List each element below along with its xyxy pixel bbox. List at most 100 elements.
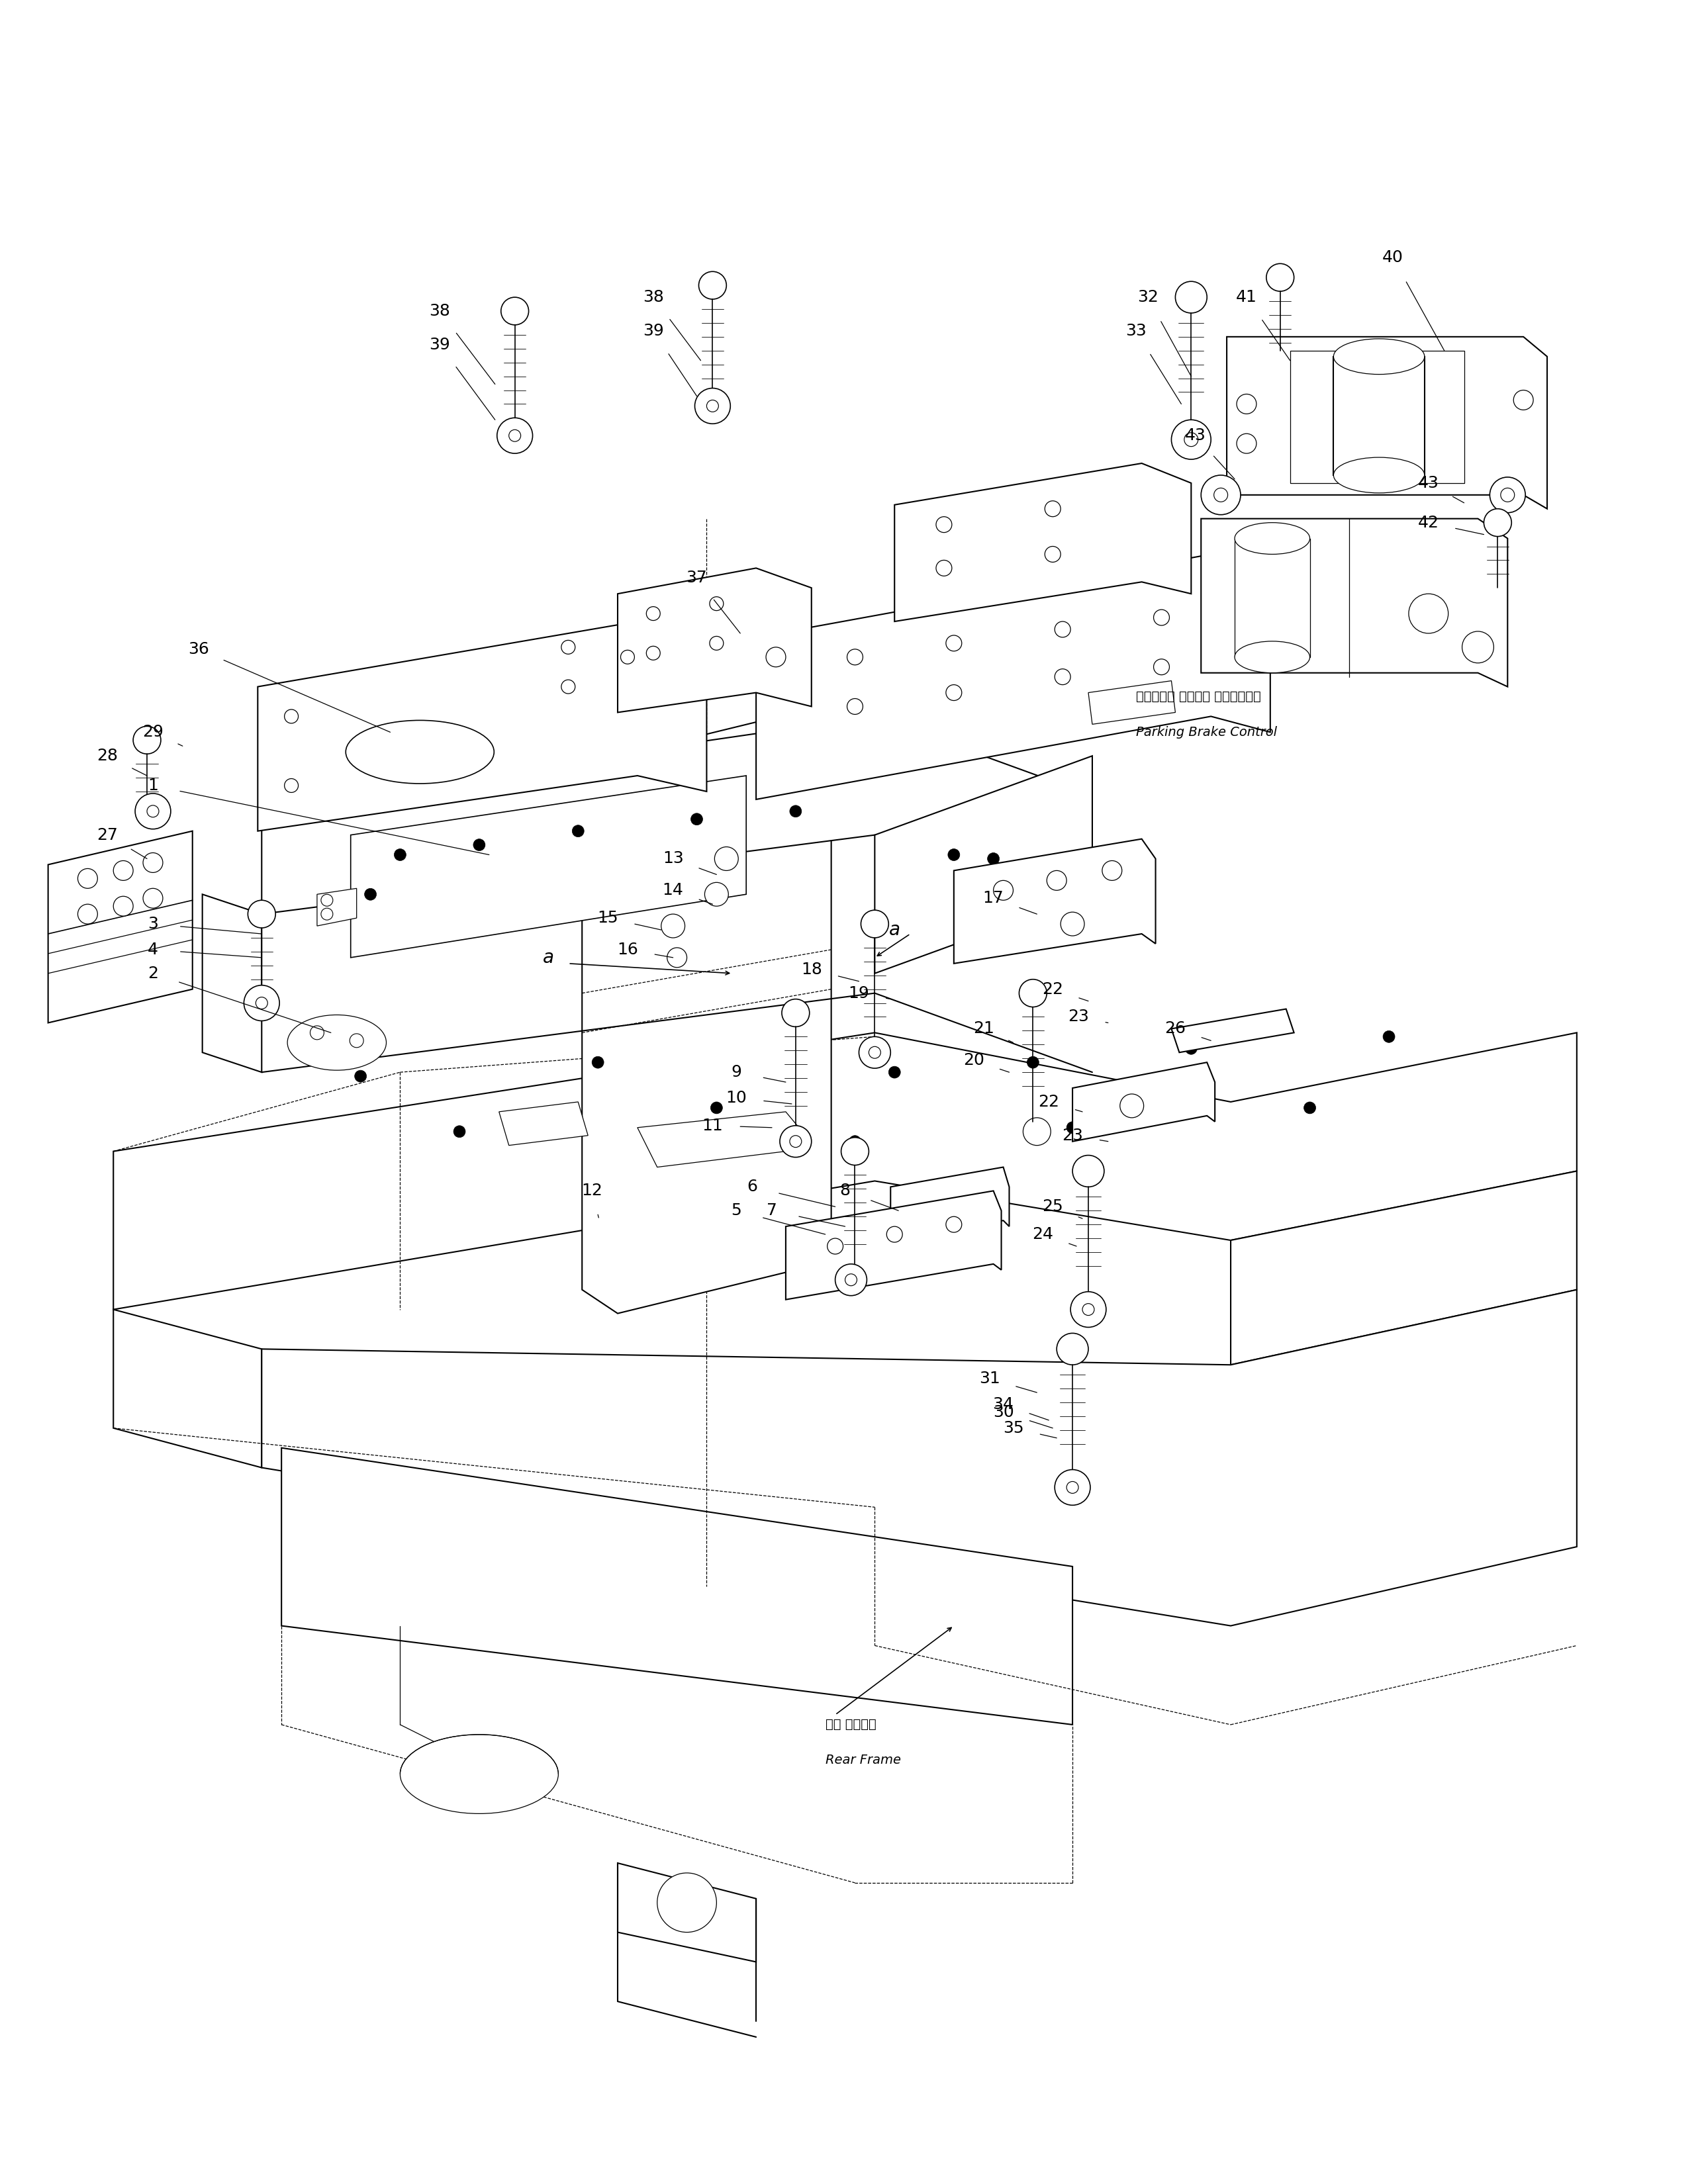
Circle shape <box>946 686 961 701</box>
Circle shape <box>789 806 801 817</box>
Polygon shape <box>617 568 811 712</box>
Text: 26: 26 <box>1166 1020 1186 1037</box>
Circle shape <box>573 826 584 836</box>
Ellipse shape <box>1334 456 1425 494</box>
Circle shape <box>1266 264 1293 290</box>
Text: 28: 28 <box>97 747 118 764</box>
Polygon shape <box>499 1103 588 1144</box>
Circle shape <box>310 1026 324 1040</box>
Circle shape <box>1055 1470 1091 1505</box>
Text: 35: 35 <box>1002 1420 1024 1437</box>
Circle shape <box>1045 546 1060 561</box>
Text: 11: 11 <box>702 1118 722 1133</box>
Circle shape <box>474 839 486 852</box>
Circle shape <box>1082 1304 1094 1315</box>
Circle shape <box>1154 660 1169 675</box>
Circle shape <box>946 1216 961 1232</box>
Text: 6: 6 <box>746 1179 757 1195</box>
Text: 32: 32 <box>1137 288 1159 306</box>
Circle shape <box>709 636 724 651</box>
Text: Parking Brake Control: Parking Brake Control <box>1137 725 1276 738</box>
Polygon shape <box>257 622 707 832</box>
Circle shape <box>1022 1118 1051 1144</box>
Circle shape <box>1056 1332 1089 1365</box>
Circle shape <box>320 893 332 906</box>
Polygon shape <box>895 463 1191 622</box>
Circle shape <box>1176 282 1206 312</box>
Polygon shape <box>262 1291 1576 1625</box>
Text: 14: 14 <box>663 882 683 898</box>
Polygon shape <box>757 555 1269 799</box>
Text: 39: 39 <box>429 336 450 352</box>
Text: 40: 40 <box>1382 249 1404 266</box>
Circle shape <box>690 812 702 826</box>
Circle shape <box>780 1125 811 1158</box>
Circle shape <box>1055 668 1070 686</box>
Circle shape <box>847 699 862 714</box>
Circle shape <box>1513 391 1534 411</box>
Ellipse shape <box>400 1734 559 1813</box>
Circle shape <box>1055 622 1070 638</box>
Circle shape <box>1501 487 1515 502</box>
Circle shape <box>561 679 576 695</box>
Circle shape <box>591 1057 603 1068</box>
Circle shape <box>114 895 133 915</box>
Polygon shape <box>891 1166 1009 1241</box>
Circle shape <box>365 889 377 900</box>
Circle shape <box>987 852 999 865</box>
Circle shape <box>133 727 160 753</box>
Text: 27: 27 <box>97 828 118 843</box>
Text: 10: 10 <box>726 1090 746 1105</box>
Text: 41: 41 <box>1235 288 1258 306</box>
Circle shape <box>1019 978 1046 1007</box>
Text: 9: 9 <box>731 1064 741 1081</box>
Circle shape <box>78 869 97 889</box>
Circle shape <box>354 1070 366 1081</box>
Text: 23: 23 <box>1062 1127 1084 1144</box>
Circle shape <box>1102 860 1121 880</box>
Circle shape <box>509 430 521 441</box>
Polygon shape <box>114 1033 1576 1310</box>
Text: 18: 18 <box>801 961 821 978</box>
Polygon shape <box>1171 1009 1293 1053</box>
Circle shape <box>349 1033 363 1048</box>
Circle shape <box>782 998 809 1026</box>
Circle shape <box>498 417 533 454</box>
Polygon shape <box>617 1863 757 1961</box>
Circle shape <box>845 1273 857 1286</box>
Text: 23: 23 <box>1068 1009 1089 1024</box>
Circle shape <box>666 948 687 968</box>
Circle shape <box>699 271 726 299</box>
Text: ハーキング ブレーキ コントロール: ハーキング ブレーキ コントロール <box>1137 690 1261 703</box>
Circle shape <box>1045 500 1060 518</box>
Ellipse shape <box>1235 522 1310 555</box>
Circle shape <box>661 915 685 937</box>
Circle shape <box>993 880 1014 900</box>
Circle shape <box>114 860 133 880</box>
Circle shape <box>1237 393 1256 415</box>
Circle shape <box>869 1046 881 1059</box>
Polygon shape <box>1235 539 1310 657</box>
Text: 38: 38 <box>642 288 665 306</box>
Text: 12: 12 <box>581 1184 603 1199</box>
Circle shape <box>285 710 298 723</box>
Circle shape <box>946 636 961 651</box>
Polygon shape <box>281 1448 1072 1725</box>
Polygon shape <box>637 1112 806 1166</box>
Polygon shape <box>1072 1061 1215 1142</box>
Polygon shape <box>203 893 262 1072</box>
Polygon shape <box>786 1190 1002 1299</box>
Text: 34: 34 <box>993 1396 1014 1413</box>
Text: 4: 4 <box>148 941 158 957</box>
Polygon shape <box>954 839 1155 963</box>
Text: 2: 2 <box>148 965 158 981</box>
Circle shape <box>849 1136 861 1147</box>
Text: 5: 5 <box>731 1203 741 1219</box>
Circle shape <box>935 559 953 577</box>
Circle shape <box>886 1227 903 1243</box>
Circle shape <box>767 646 786 666</box>
Text: 29: 29 <box>143 725 164 740</box>
Circle shape <box>707 400 719 413</box>
Circle shape <box>1304 1103 1315 1114</box>
Text: 13: 13 <box>663 852 683 867</box>
